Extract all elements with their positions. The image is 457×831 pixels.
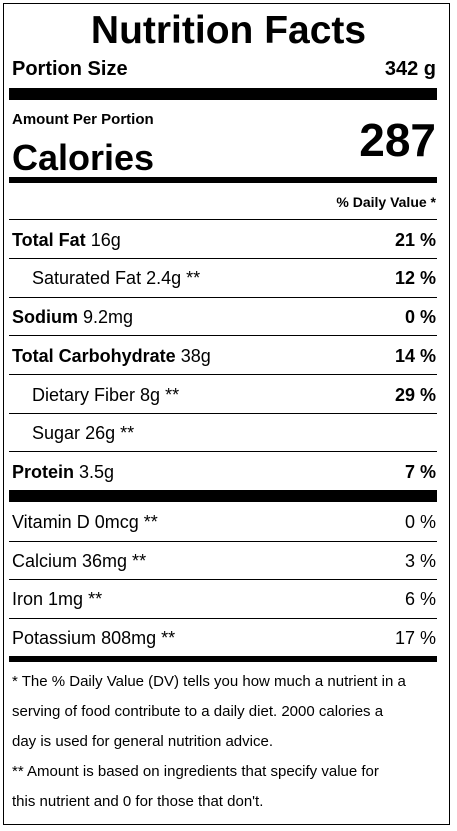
nutrient-amount: 9.2mg (83, 307, 134, 327)
nutrient-dv: 0 % (404, 307, 436, 327)
portion-size-label: Portion Size (12, 58, 128, 80)
divider (9, 335, 437, 336)
vitamin-name: Potassium (12, 628, 97, 648)
divider (9, 541, 437, 542)
nutrient-dv: 7 % (404, 462, 436, 482)
vitamin-dv: 0 % (404, 512, 436, 532)
footnote-daily-value: * The % Daily Value (DV) tells you how m… (12, 667, 442, 817)
nutrient-name: Sodium (12, 307, 78, 327)
vitamin-name: Iron (12, 589, 44, 609)
amount-per-portion-label: Amount Per Portion (12, 111, 154, 128)
nutrient-name: Dietary Fiber (32, 385, 136, 405)
footnote-line: day is used for general nutrition advice… (12, 733, 273, 750)
vitamin-dv: 6 % (404, 589, 436, 609)
calories-value-row: 287 (12, 115, 436, 165)
nutrient-name: Saturated Fat (32, 268, 142, 288)
calories-row: Calories (12, 138, 436, 178)
vitamin-dv: 3 % (404, 551, 436, 571)
nutrient-amount: 16g (90, 230, 121, 250)
divider (9, 297, 437, 298)
nutrient-amount: 38g (180, 346, 211, 366)
vitamin-dv: 17 % (394, 628, 436, 648)
nutrient-dv: 29 % (394, 385, 436, 405)
nutrient-amount: 8g ** (140, 385, 180, 405)
nutrient-name: Total Carbohydrate (12, 346, 176, 366)
daily-value-header: % Daily Value * (336, 194, 436, 210)
nutrient-dv: 14 % (394, 346, 436, 366)
vitamin-amount: 808mg ** (101, 628, 176, 648)
portion-size-value: 342 g (384, 58, 436, 80)
calories-value: 287 (359, 114, 436, 166)
footnote-line: serving of food contribute to a daily di… (12, 703, 384, 720)
thick-divider-top (9, 88, 437, 100)
divider (9, 413, 437, 414)
nutrient-amount: 2.4g ** (146, 268, 201, 288)
divider (9, 579, 437, 580)
nutrient-amount: 26g ** (85, 423, 135, 443)
vitamin-name: Calcium (12, 551, 78, 571)
nutrient-amount: 3.5g (79, 462, 115, 482)
divider (9, 219, 437, 220)
divider (9, 374, 437, 375)
vitamin-amount: 0mcg ** (94, 512, 158, 532)
footnote-line: * The % Daily Value (DV) tells you how m… (12, 673, 406, 690)
divider (9, 451, 437, 452)
nutrient-name: Protein (12, 462, 75, 482)
medium-divider-footnotes (9, 656, 437, 662)
vitamin-name: Vitamin D (12, 512, 90, 532)
vitamin-amount: 1mg ** (48, 589, 103, 609)
divider (9, 258, 437, 259)
nutrient-dv: 21 % (394, 230, 436, 250)
divider (9, 618, 437, 619)
vitamin-amount: 36mg ** (82, 551, 147, 571)
nutrient-name: Total Fat (12, 230, 86, 250)
thick-divider-vitamins (9, 490, 437, 502)
footnote-line: this nutrient and 0 for those that don't… (12, 793, 264, 810)
medium-divider (9, 177, 437, 183)
nutrient-name: Sugar (32, 423, 81, 443)
nutrient-dv: 12 % (394, 268, 436, 288)
label-title: Nutrition Facts (90, 9, 367, 52)
footnote-line: ** Amount is based on ingredients that s… (12, 763, 379, 780)
nutrition-label (3, 3, 450, 825)
calories-label: Calories (12, 137, 155, 178)
